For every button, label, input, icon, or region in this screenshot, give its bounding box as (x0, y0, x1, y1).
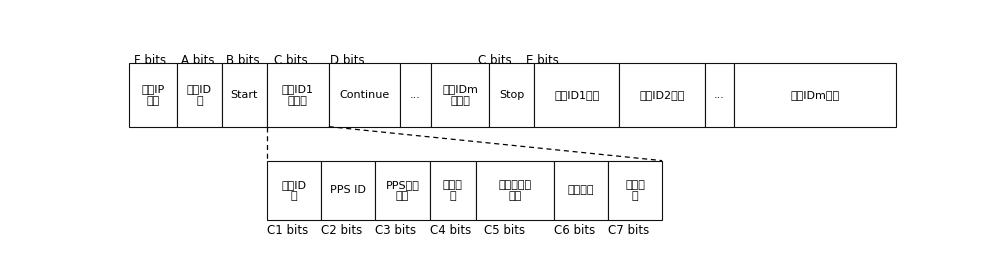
Text: Stop: Stop (499, 90, 524, 100)
Text: C4 bits: C4 bits (430, 224, 471, 237)
Text: 目标ID2数据: 目标ID2数据 (639, 90, 685, 100)
Text: 采样位
宽: 采样位 宽 (443, 180, 463, 201)
Bar (321, 161, 375, 220)
Bar (489, 63, 534, 127)
Text: C2 bits: C2 bits (321, 224, 362, 237)
Text: Start: Start (231, 90, 258, 100)
Text: D bits: D bits (330, 54, 365, 67)
Text: 目标ID1数据: 目标ID1数据 (554, 90, 599, 100)
Text: E bits: E bits (526, 54, 559, 67)
Text: C6 bits: C6 bits (554, 224, 595, 237)
Text: C5 bits: C5 bits (484, 224, 525, 237)
Bar (476, 161, 554, 220)
Text: C7 bits: C7 bits (608, 224, 649, 237)
Bar (267, 63, 329, 127)
Bar (431, 63, 489, 127)
Text: 目标ID
号: 目标ID 号 (281, 180, 306, 201)
Bar (554, 161, 608, 220)
Bar (177, 63, 222, 127)
Bar (222, 63, 267, 127)
Text: PPS ID: PPS ID (330, 185, 366, 195)
Text: C1 bits: C1 bits (267, 224, 308, 237)
Text: B bits: B bits (226, 54, 259, 67)
Text: 主站IP
地址: 主站IP 地址 (141, 84, 165, 105)
Bar (608, 161, 662, 220)
Bar (329, 63, 400, 127)
Bar (129, 63, 177, 127)
Text: C bits: C bits (478, 54, 511, 67)
Bar (705, 63, 734, 127)
Text: C3 bits: C3 bits (375, 224, 416, 237)
Text: 压缩模
式: 压缩模 式 (625, 180, 645, 201)
Text: F bits: F bits (134, 54, 166, 67)
Bar (400, 63, 431, 127)
Text: PPS内偏
移量: PPS内偏 移量 (386, 180, 419, 201)
Bar (267, 161, 321, 220)
Bar (734, 63, 896, 127)
Bar (375, 161, 430, 220)
Text: 采样点数: 采样点数 (567, 185, 594, 195)
Text: ...: ... (714, 90, 725, 100)
Text: 采样点数据
类型: 采样点数据 类型 (498, 180, 531, 201)
Text: 目标ID1
头信息: 目标ID1 头信息 (282, 84, 314, 105)
Text: ...: ... (410, 90, 421, 100)
Text: C bits: C bits (274, 54, 308, 67)
Text: 目标IDm数据: 目标IDm数据 (791, 90, 840, 100)
Text: A bits: A bits (181, 54, 214, 67)
Bar (534, 63, 619, 127)
Bar (619, 63, 705, 127)
Text: 目标IDm
头信息: 目标IDm 头信息 (442, 84, 478, 105)
Text: 副站ID
号: 副站ID 号 (187, 84, 212, 105)
Bar (430, 161, 476, 220)
Text: Continue: Continue (339, 90, 390, 100)
